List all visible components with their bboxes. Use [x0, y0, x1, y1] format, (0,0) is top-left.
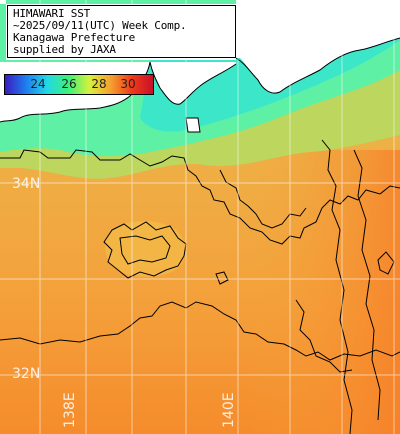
title-line: HIMAWARI SST [13, 7, 91, 20]
longitude-label-140e: 140E [221, 392, 237, 428]
eddy-core [105, 221, 186, 277]
land-kanto [236, 0, 400, 94]
latitude-label-32n: 32N [12, 366, 41, 382]
longitude-label-138e: 138E [62, 392, 78, 428]
color-legend: 24 26 28 30 [4, 74, 154, 95]
map-title-box: HIMAWARI SST ~2025/09/11(UTC) Week Comp.… [7, 5, 236, 58]
title-line: ~2025/09/11(UTC) Week Comp. [13, 19, 187, 32]
legend-tick-label: 28 [91, 77, 107, 91]
legend-color-bar [4, 74, 154, 95]
sst-contours [0, 139, 400, 434]
title-line: Kanagawa Prefecture [13, 31, 136, 44]
land-izu [150, 62, 236, 105]
latitude-label-34n: 34N [12, 176, 41, 192]
legend-tick-label: 26 [61, 77, 77, 91]
land-island [186, 118, 200, 132]
legend-tick-label: 30 [120, 77, 136, 91]
warm-east-band [250, 150, 400, 434]
legend-tick-label: 24 [30, 77, 46, 91]
coastline-outlines [0, 37, 400, 133]
title-line: supplied by JAXA [13, 43, 116, 56]
